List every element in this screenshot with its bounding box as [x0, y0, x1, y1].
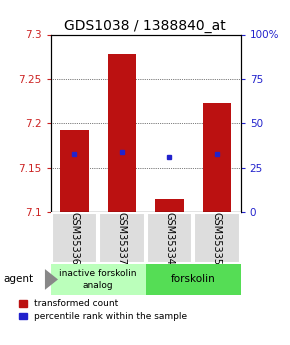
Text: inactive forskolin
analog: inactive forskolin analog — [59, 269, 137, 290]
Text: GSM35334: GSM35334 — [164, 211, 175, 265]
Bar — [108, 54, 136, 212]
Bar — [52, 213, 97, 263]
Bar — [194, 213, 240, 263]
Bar — [99, 213, 145, 263]
Bar — [51, 264, 146, 295]
Bar — [60, 130, 89, 212]
Text: GDS1038 / 1388840_at: GDS1038 / 1388840_at — [64, 19, 226, 33]
Polygon shape — [45, 269, 58, 290]
Text: agent: agent — [3, 275, 33, 284]
Text: GSM35335: GSM35335 — [212, 211, 222, 265]
Bar — [203, 103, 231, 212]
Text: GSM35337: GSM35337 — [117, 211, 127, 265]
Bar — [146, 264, 241, 295]
Bar — [147, 213, 192, 263]
Legend: transformed count, percentile rank within the sample: transformed count, percentile rank withi… — [19, 299, 188, 321]
Bar — [155, 199, 184, 212]
Text: forskolin: forskolin — [171, 275, 215, 284]
Text: GSM35336: GSM35336 — [70, 211, 79, 265]
